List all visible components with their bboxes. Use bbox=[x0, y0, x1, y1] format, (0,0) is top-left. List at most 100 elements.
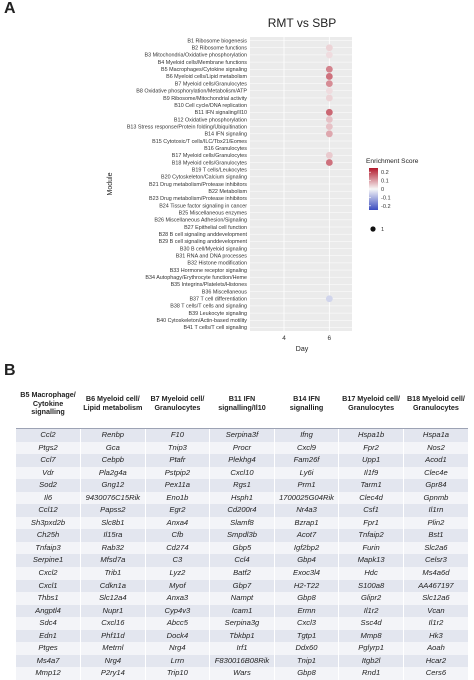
gene-cell: H2-T22 bbox=[273, 579, 339, 593]
gene-cell: Vdr bbox=[16, 466, 81, 480]
gene-cell: Ifng bbox=[273, 428, 339, 442]
column-header: B14 IFN signalling bbox=[273, 380, 339, 429]
gene-cell: Myof bbox=[144, 579, 210, 593]
gene-cell: Cdkn1a bbox=[80, 579, 146, 593]
gene-cell: Plin2 bbox=[402, 516, 468, 530]
module-tick-label: B30 B cell/Myeloid signaling bbox=[180, 246, 247, 252]
gene-cell: Renbp bbox=[80, 428, 146, 442]
gene-cell: Upp1 bbox=[338, 454, 404, 467]
column-header: B17 Myeloid cell/ Granulocytes bbox=[338, 380, 404, 429]
gene-cell: Nrg4 bbox=[144, 642, 210, 655]
column-header: B18 Myeloid cell/ Granulocytes bbox=[402, 380, 468, 429]
gene-cell: Wars bbox=[209, 667, 275, 680]
column-header: B6 Myeloid cell/ Lipid metabolism bbox=[80, 380, 146, 429]
gene-cell: Prm1 bbox=[273, 479, 339, 492]
gene-cell: Bzrap1 bbox=[273, 516, 339, 530]
gene-cell: Phf11d bbox=[80, 629, 146, 643]
module-tick-label: B24 Tissue factor signaling in cancer bbox=[159, 203, 247, 209]
enrichment-dot-plot: B1 Ribosome biogenesis B2 Ribosome functi… bbox=[107, 16, 419, 353]
y-axis-label: Module bbox=[107, 172, 114, 195]
gene-cell: Mmp12 bbox=[16, 667, 81, 680]
gene-cell: Ptges bbox=[16, 642, 81, 655]
gene-cell: Eno1b bbox=[144, 491, 210, 505]
gene-cell: Celsr3 bbox=[402, 554, 468, 568]
gene-cell: Pex11a bbox=[144, 479, 210, 492]
gene-cell: Procr bbox=[209, 441, 275, 455]
gene-cell: Plekhg4 bbox=[209, 454, 275, 467]
gene-cell: Hcar2 bbox=[402, 654, 468, 668]
gene-cell: Cxcl3 bbox=[273, 617, 339, 630]
table-row: Ptgs2 Gca Tnip3 Procr Cxcl9 Fpr2 Nos2 bbox=[16, 441, 468, 455]
gene-cell: Bst1 bbox=[402, 529, 468, 542]
gene-cell: Il1rn bbox=[402, 504, 468, 517]
gene-cell: Ccl12 bbox=[16, 504, 81, 517]
gene-cell: Cxcl9 bbox=[273, 441, 339, 455]
gene-cell: Hk3 bbox=[402, 629, 468, 643]
gene-cell: Cxcl16 bbox=[80, 617, 146, 630]
module-tick-label: B13 Stress response/Protein folding/Ubiq… bbox=[127, 124, 247, 130]
module-tick-label: B4 Myeloid cells/Membrane functions bbox=[158, 60, 248, 66]
gene-cell: Acod1 bbox=[402, 454, 468, 467]
column-header: B5 Macrophage/ Cytokine signalling bbox=[16, 380, 81, 429]
gene-cell: Gng12 bbox=[80, 479, 146, 492]
module-tick-label: B26 Miscellaneous Adhesion/Signaling bbox=[154, 218, 247, 224]
gene-cell: Tarm1 bbox=[338, 479, 404, 492]
gene-cell: Tgtp1 bbox=[273, 629, 339, 643]
gene-cell: Ms4a6d bbox=[402, 567, 468, 580]
gene-cell: Gpr84 bbox=[402, 479, 468, 492]
module-tick-label: B35 Integrins/Platelets/Histones bbox=[171, 282, 248, 288]
gene-cell: Tnip1 bbox=[273, 654, 339, 668]
module-tick-label: B37 T cell differentiation bbox=[189, 297, 247, 303]
gene-cell: Angptl4 bbox=[16, 604, 81, 618]
gene-cell: Nampt bbox=[209, 592, 275, 605]
table-row: Edn1 Phf11d Dock4 Tbkbp1 Tgtp1 Mmp8 Hk3 bbox=[16, 629, 468, 643]
gene-cell: F830016B08Rik bbox=[209, 654, 275, 668]
gene-cell: Gca bbox=[80, 441, 146, 455]
panel-b: B B5 Macrophage/ Cytokine signalling B6 M… bbox=[0, 362, 474, 680]
gene-cell: Serpina3g bbox=[209, 617, 275, 630]
module-tick-label: B34 Autophagy/Erythrocyte function/Heme bbox=[145, 275, 247, 281]
gene-cell: Anxa3 bbox=[144, 592, 210, 605]
enrichment-point bbox=[325, 151, 333, 159]
gene-cell: Il6 bbox=[16, 491, 81, 505]
gene-table-body: Ccl2 Renbp F10 Serpina3f Ifng Hspa1b Hspa1a Ptg… bbox=[16, 428, 468, 680]
gene-cell: Furin bbox=[338, 541, 404, 555]
table-row: Ccl12 Papss2 Egr2 Cd200r4 Nr4a3 Csf1 Il1rn bbox=[16, 504, 468, 517]
gene-cell: Nrg4 bbox=[80, 654, 146, 668]
gene-cell: Icam1 bbox=[209, 604, 275, 618]
gene-cell: Ch25h bbox=[16, 529, 81, 542]
gene-cell: Slc2a6 bbox=[402, 541, 468, 555]
panel-b-letter: B bbox=[4, 362, 16, 379]
gene-cell: Gbp5 bbox=[209, 541, 275, 555]
gene-cell: Rab32 bbox=[80, 541, 146, 555]
module-tick-label: B23 Drug metabolism/Protease inhibitors bbox=[149, 196, 247, 202]
gene-cell: Igf2bp2 bbox=[273, 541, 339, 555]
gene-cell: Aoah bbox=[402, 642, 468, 655]
gene-cell: Ccl2 bbox=[16, 428, 81, 442]
gene-cell: Slc8b1 bbox=[80, 516, 146, 530]
colorbar-tick-label: -0.2 bbox=[381, 204, 391, 210]
module-tick-label: B25 Miscellaneous enzymes bbox=[179, 210, 248, 216]
x-axis-label: Day bbox=[296, 346, 309, 353]
gene-cell: Nos2 bbox=[402, 441, 468, 455]
gene-cell: Tnip3 bbox=[144, 441, 210, 455]
colorbar-tick-label: -0.1 bbox=[381, 195, 391, 201]
gene-cell: Rgs1 bbox=[209, 479, 275, 492]
module-tick-label: B18 Myeloid cells/Granulocytes bbox=[172, 160, 248, 166]
module-tick-label: B31 RNA and DNA processes bbox=[176, 254, 248, 260]
enrichment-point bbox=[325, 65, 333, 73]
enrichment-point bbox=[325, 123, 333, 131]
gene-cell: Papss2 bbox=[80, 504, 146, 517]
gene-cell: Trib1 bbox=[80, 567, 146, 580]
module-tick-label: B11 IFN signaling/Il10 bbox=[195, 110, 247, 116]
gene-cell: Ddx60 bbox=[273, 642, 339, 655]
gene-cell: Ly6i bbox=[273, 466, 339, 480]
gene-cell: Gbp8 bbox=[273, 592, 339, 605]
gene-cell: Fpr2 bbox=[338, 441, 404, 455]
table-row: Thbs1 Slc12a4 Anxa3 Nampt Gbp8 Glipr2 Slc12a6 bbox=[16, 592, 468, 605]
gene-cell: Cyp4v3 bbox=[144, 604, 210, 618]
colorbar-tick-label: 0 bbox=[381, 187, 384, 193]
enrichment-point bbox=[325, 130, 333, 138]
gene-cell: Dock4 bbox=[144, 629, 210, 643]
enrichment-point bbox=[325, 73, 333, 80]
